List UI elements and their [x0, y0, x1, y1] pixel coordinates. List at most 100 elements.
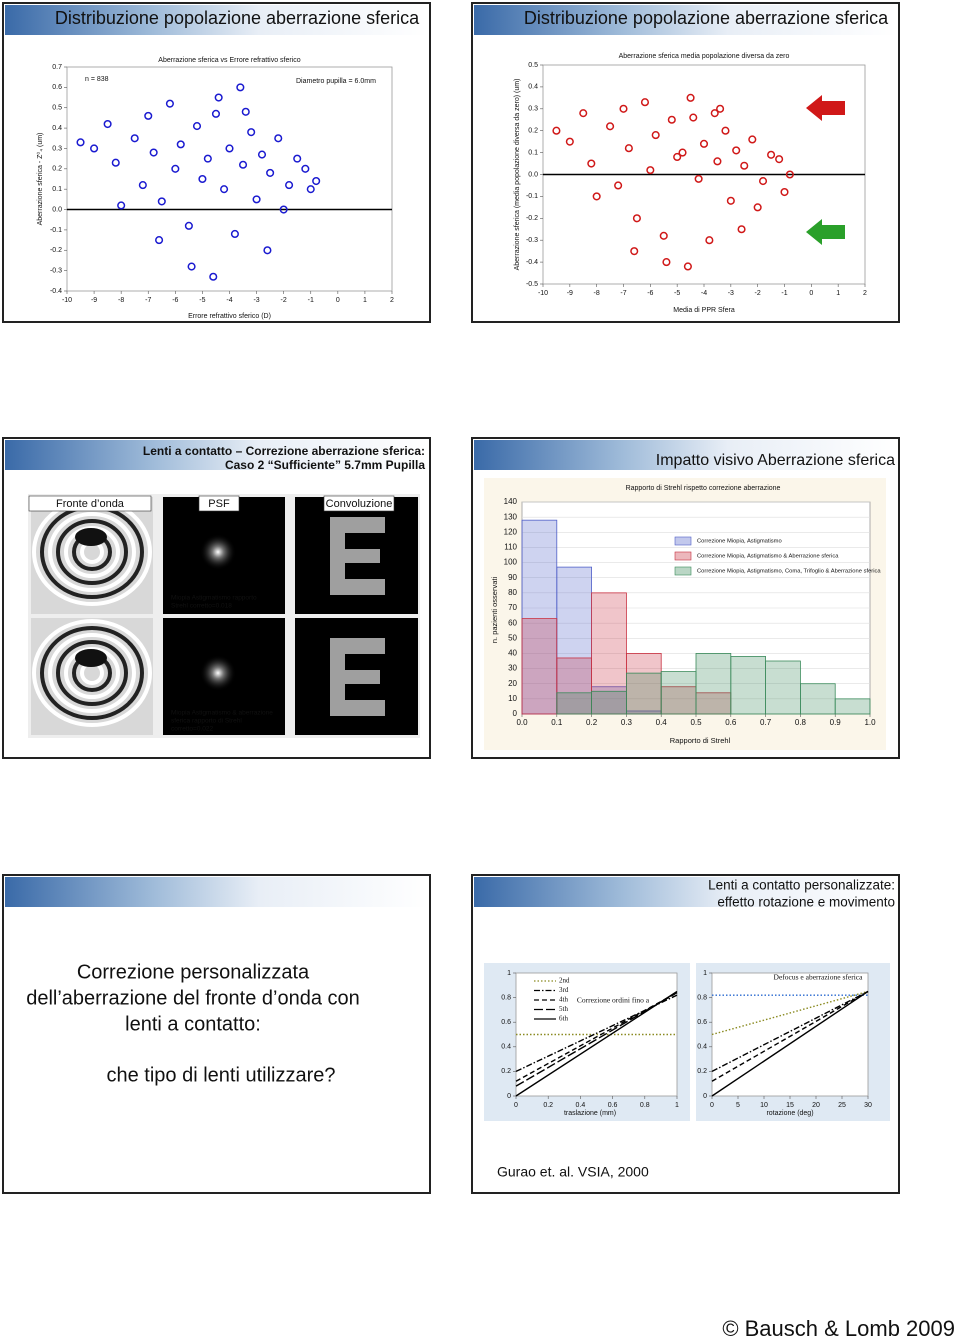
panel-label: PSF — [208, 498, 230, 510]
wavefront-fringe — [48, 633, 136, 713]
x-tick-label: -1 — [781, 290, 787, 297]
point — [662, 258, 671, 267]
point — [230, 229, 239, 239]
point — [721, 126, 730, 135]
point — [149, 148, 158, 157]
x-tick-label: 20 — [812, 1102, 820, 1109]
x-tick-label: -1 — [308, 297, 314, 304]
x-tick-label: 0.9 — [830, 718, 842, 727]
point — [606, 122, 615, 131]
legend-title: Defocus e aberrazione sferica — [774, 973, 864, 982]
point — [285, 181, 294, 190]
x-tick-label: -3 — [728, 290, 734, 297]
y-tick-label: 50 — [508, 633, 517, 642]
point — [683, 262, 692, 271]
y-tick-label: 130 — [504, 512, 518, 521]
header-band — [474, 877, 897, 907]
y-tick-label: -0.5 — [526, 281, 538, 288]
x-tick-label: 1 — [836, 290, 840, 297]
x-tick-label: 0.6 — [725, 718, 737, 727]
point — [138, 181, 147, 190]
y-tick-label: 0.6 — [501, 1019, 511, 1026]
point — [740, 161, 749, 170]
point — [659, 231, 668, 240]
x-tick-label: 2 — [863, 290, 867, 297]
point — [651, 131, 660, 140]
point — [630, 247, 639, 256]
citation: Gurao et. al. VSIA, 2000 — [497, 1164, 649, 1180]
series-line — [515, 994, 678, 1073]
y-tick-label: 0.2 — [528, 128, 538, 135]
x-tick-label: 0.5 — [690, 718, 702, 727]
legend-label: Correzione Miopia, Astigmatismo & Aberra… — [697, 554, 839, 560]
legend-swatch — [674, 536, 692, 546]
point — [90, 144, 99, 153]
x-tick-label: 0.0 — [516, 718, 528, 727]
legend-label: 4th — [559, 996, 568, 1004]
point — [236, 83, 245, 92]
histogram-bar — [556, 692, 592, 715]
y-tick-label: 0 — [513, 709, 518, 718]
point — [157, 197, 166, 206]
y-tick-label: 0.4 — [52, 125, 62, 132]
y-tick-label: 10 — [508, 694, 517, 703]
y-tick-label: 0.8 — [697, 994, 707, 1001]
header-band — [474, 5, 897, 35]
x-tick-label: 1.0 — [864, 718, 876, 727]
point — [263, 246, 272, 255]
histogram-bar — [521, 618, 558, 715]
point — [565, 137, 574, 146]
x-tick-label: -7 — [620, 290, 626, 297]
x-tick-label: 0.7 — [760, 718, 772, 727]
legend-label: 2nd — [559, 977, 570, 985]
point — [614, 181, 623, 190]
y-tick-label: 20 — [508, 679, 517, 688]
x-tick-label: 30 — [864, 1102, 872, 1109]
x-tick-label: 5 — [736, 1102, 740, 1109]
x-axis-label: Rapporto di Strehl — [670, 736, 731, 745]
y-tick-label: 0.3 — [52, 145, 62, 152]
point — [130, 134, 139, 143]
y-tick-label: 0.4 — [697, 1044, 707, 1051]
legend-swatch — [674, 566, 692, 576]
series-line — [711, 990, 869, 1097]
histogram-bar — [521, 519, 558, 715]
slide-title: Caso 2 “Sufficiente” 5.7mm Pupilla — [225, 458, 425, 472]
panel-label-box — [198, 495, 240, 512]
point — [713, 157, 722, 166]
image-caption: corretto=0.022 — [171, 726, 213, 733]
histogram-bar — [591, 690, 627, 715]
point — [785, 170, 794, 179]
point — [312, 176, 321, 186]
slide-frame — [2, 874, 431, 1194]
body-text: dell’aberrazione del fronte d’onda con — [26, 987, 360, 1009]
chart-title: Rapporto di Strehl rispetto correzione a… — [626, 485, 781, 492]
footer: © Bausch & Lomb 2009 — [722, 1316, 955, 1341]
point — [705, 236, 714, 245]
point — [780, 187, 789, 197]
y-axis-label: Aberrazione sferica (media popolazione d… — [514, 79, 521, 271]
wavefront-fringe — [56, 640, 128, 706]
y-tick-label: -0.3 — [526, 237, 538, 244]
histogram-bar — [556, 566, 592, 715]
y-tick-label: 1 — [507, 970, 511, 977]
point — [726, 196, 735, 205]
x-tick-label: -8 — [118, 297, 124, 304]
point — [257, 150, 267, 159]
image-caption: sferica rapporto di Strehl — [171, 718, 242, 725]
point — [710, 109, 719, 118]
x-axis-label: Errore refrattivo sferico (D) — [188, 313, 271, 320]
y-axis-label: n. pazienti osservati — [490, 577, 499, 644]
y-tick-label: -0.3 — [50, 267, 62, 274]
y-tick-label: -0.2 — [526, 215, 538, 222]
panel-label-box — [323, 495, 395, 512]
x-tick-label: -7 — [145, 297, 151, 304]
y-tick-label: 30 — [508, 664, 517, 673]
point — [192, 122, 202, 131]
annotation: Diametro pupilla = 6.0mm — [296, 78, 376, 85]
point — [198, 174, 207, 184]
x-tick-label: -6 — [647, 290, 653, 297]
y-tick-label: 0 — [507, 1093, 511, 1100]
body-text: lenti a contatto: — [125, 1013, 261, 1035]
y-tick-label: 70 — [508, 603, 517, 612]
